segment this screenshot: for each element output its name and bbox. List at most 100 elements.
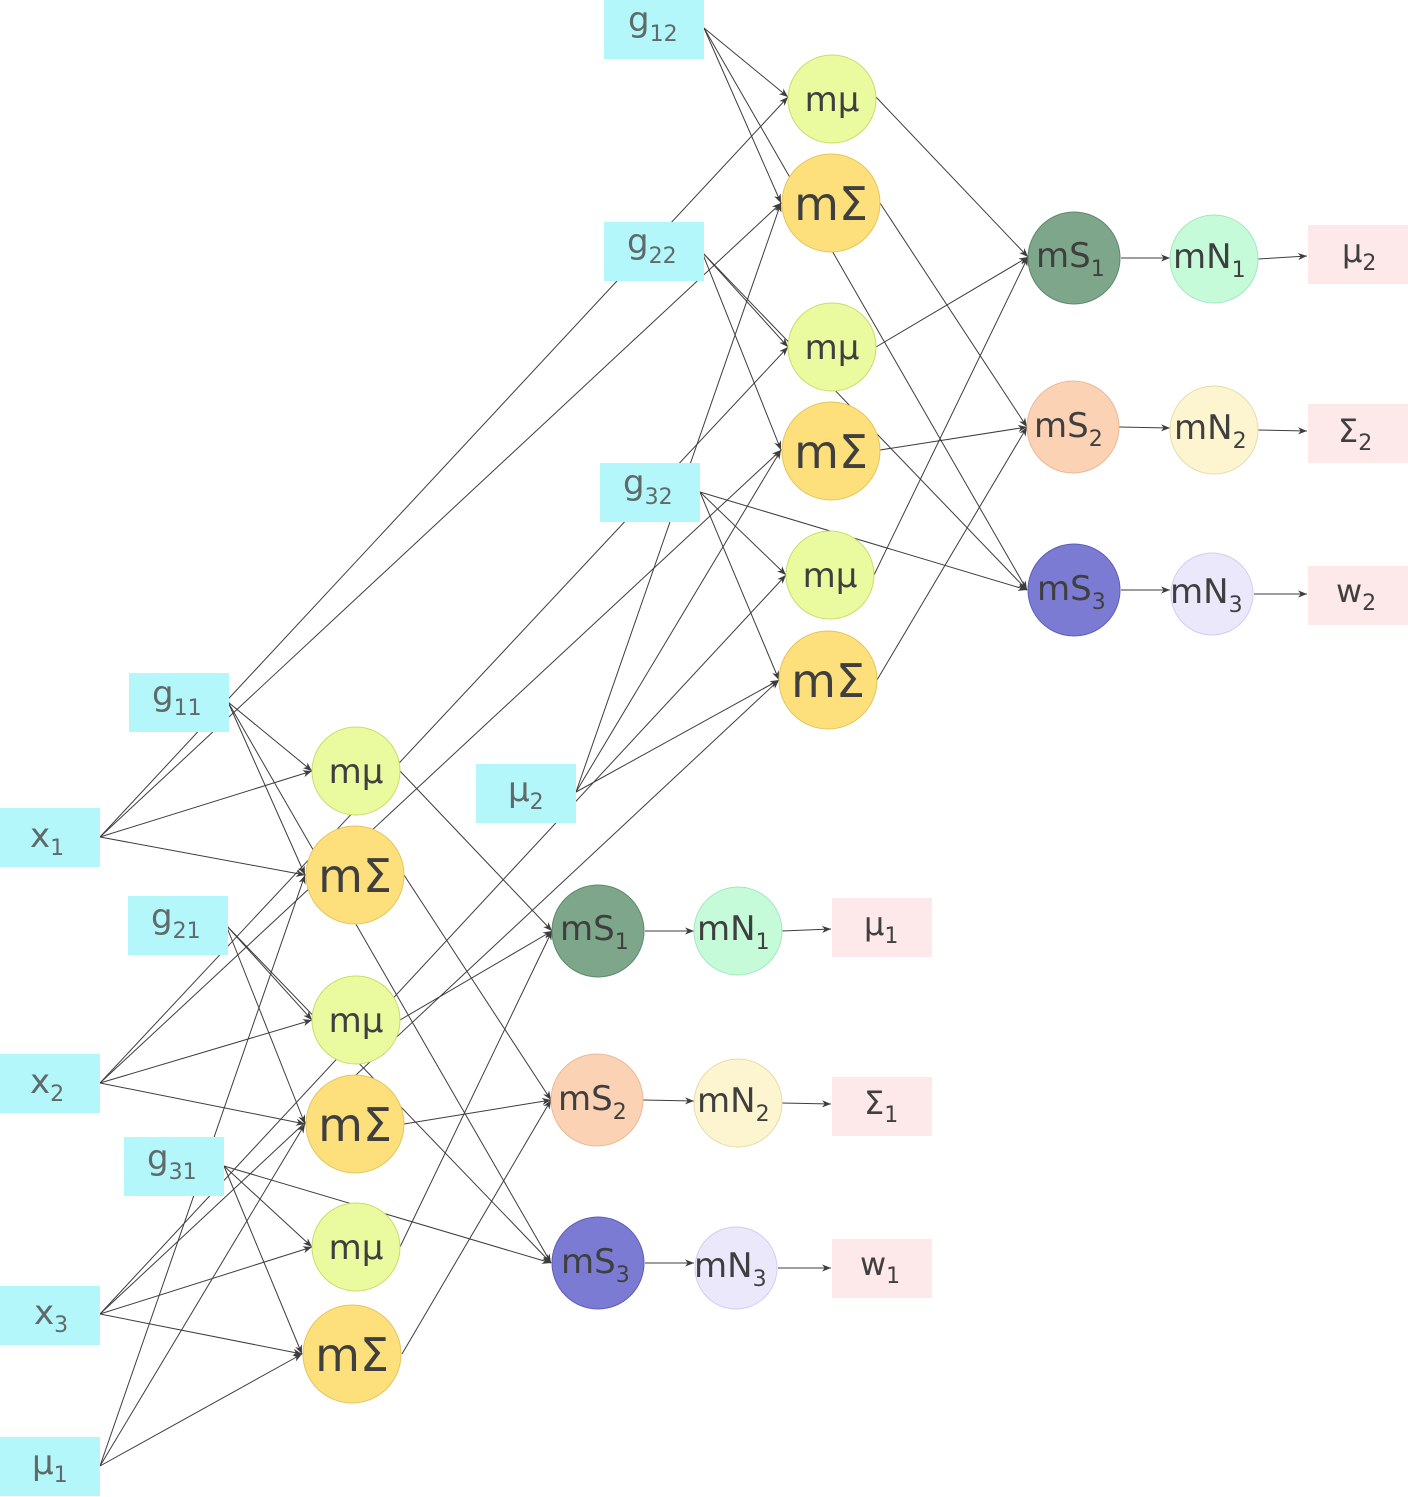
svg-text:x1: x1 <box>30 816 64 861</box>
edge-msig11-mS21 <box>403 874 552 1101</box>
svg-text:mS2: mS2 <box>558 1079 627 1125</box>
svg-text:mΣ: mΣ <box>794 425 868 479</box>
node-mmu-1-3: mμ <box>311 1202 401 1292</box>
edge-mu2-msig22 <box>575 449 782 793</box>
svg-text:mΣ: mΣ <box>315 1328 389 1382</box>
edge-g22-msig22 <box>701 251 782 451</box>
edge-x1-mmu11 <box>99 770 313 838</box>
svg-text:w1: w1 <box>860 1245 900 1289</box>
node-msig-1-2: mΣ <box>305 1074 405 1174</box>
output-w1: w1 <box>832 1239 932 1298</box>
svg-text:mS2: mS2 <box>1034 406 1103 452</box>
node-mmu-2-2: mμ <box>787 302 877 392</box>
edge-g21-mmu21 <box>225 924 313 1021</box>
node-mN1-layer1: mN1 <box>693 886 783 976</box>
svg-text:Σ2: Σ2 <box>1338 412 1372 456</box>
svg-text:g11: g11 <box>152 674 202 721</box>
edge-g11-mmu11 <box>227 701 313 772</box>
edge-mN11-out-mu1 <box>781 925 832 933</box>
edge-g12-mS32 <box>703 27 1028 591</box>
edge-x2-msig21 <box>99 1082 306 1126</box>
edge-g32-mS32 <box>699 491 1028 591</box>
input-x3: x3 <box>0 1286 100 1345</box>
input-g22: g22 <box>604 222 704 281</box>
edge-msig22-mS22 <box>879 424 1028 451</box>
node-mS3-layer2: mS3 <box>1027 543 1121 637</box>
node-mS2-layer2: mS2 <box>1026 380 1120 474</box>
edge-msig21-mS21 <box>403 1097 552 1125</box>
svg-text:mN3: mN3 <box>694 1246 767 1292</box>
edge-mN21-out-sig1 <box>781 1100 832 1108</box>
output-sigma1: Σ1 <box>832 1077 932 1136</box>
edge-mmu11-mS11 <box>399 770 553 932</box>
svg-text:g31: g31 <box>147 1138 197 1185</box>
edge-x2-mmu21 <box>99 1019 313 1084</box>
edge-g31-msig31 <box>223 1165 303 1355</box>
input-g12: g12 <box>604 0 704 59</box>
svg-text:mμ: mμ <box>329 1001 384 1041</box>
edge-g12-mmu12 <box>703 27 789 98</box>
edge-mu2-msig32 <box>575 679 780 793</box>
svg-text:mΣ: mΣ <box>318 849 392 903</box>
edge-mS22-mN22 <box>1118 424 1171 432</box>
input-g11: g11 <box>129 673 229 732</box>
svg-text:x3: x3 <box>34 1293 68 1338</box>
output-mu2: μ2 <box>1308 225 1408 284</box>
svg-text:mS3: mS3 <box>561 1242 630 1288</box>
edge-mmu22-mS12 <box>875 256 1029 348</box>
edge-x3-msig31 <box>99 1313 303 1356</box>
svg-text:mμ: mμ <box>329 752 384 792</box>
svg-text:mμ: mμ <box>805 328 860 368</box>
node-mmu-1-1: mμ <box>311 726 401 816</box>
input-x2: x2 <box>0 1054 100 1113</box>
edge-msig32-mS22 <box>876 426 1028 681</box>
node-msig-2-1: mΣ <box>781 153 881 253</box>
input-mu1: μ1 <box>0 1437 100 1496</box>
svg-text:μ2: μ2 <box>1342 232 1376 276</box>
node-mS1-layer2: mS1 <box>1027 211 1121 305</box>
svg-text:g32: g32 <box>623 463 673 510</box>
svg-text:g22: g22 <box>627 222 677 269</box>
node-msig-2-3: mΣ <box>778 630 878 730</box>
svg-text:g21: g21 <box>151 897 201 944</box>
edge-g12-msig12 <box>703 27 782 204</box>
svg-text:mμ: mμ <box>803 556 858 596</box>
input-x1: x1 <box>0 808 100 867</box>
node-mS3-layer1: mS3 <box>551 1216 645 1310</box>
node-mmu-2-3: mμ <box>785 530 875 620</box>
edge-mmu31-mS11 <box>399 930 553 1248</box>
input-g32: g32 <box>600 463 700 522</box>
output-w2: w2 <box>1308 566 1408 625</box>
node-msig-1-3: mΣ <box>302 1304 402 1404</box>
node-mN2-layer1: mN2 <box>693 1058 783 1148</box>
edge-mu1-msig21 <box>99 1123 306 1467</box>
svg-text:mΣ: mΣ <box>791 654 865 708</box>
svg-text:μ1: μ1 <box>32 1443 68 1488</box>
edge-mS21-mN21 <box>642 1097 695 1105</box>
edge-x2-msig22 <box>99 449 782 1084</box>
svg-text:mS1: mS1 <box>560 909 629 955</box>
edge-mmu21-mS11 <box>399 930 553 1021</box>
edge-g31-mS31 <box>223 1165 552 1264</box>
node-msig-1-1: mΣ <box>305 825 405 925</box>
edge-mu1-msig31 <box>99 1353 303 1467</box>
svg-text:mμ: mμ <box>329 1228 384 1268</box>
edge-g22-mmu22 <box>701 251 789 348</box>
edge-g11-mS31 <box>227 701 552 1264</box>
node-mmu-1-2: mμ <box>311 975 401 1065</box>
node-mS2-layer1: mS2 <box>550 1053 644 1147</box>
svg-text:mN3: mN3 <box>1170 572 1243 618</box>
edge-g32-mmu32 <box>699 491 787 576</box>
output-sigma2: Σ2 <box>1308 404 1408 463</box>
svg-text:w2: w2 <box>1336 572 1376 616</box>
svg-text:g12: g12 <box>628 0 678 47</box>
edge-mN22-out-sig2 <box>1257 427 1308 435</box>
svg-text:mμ: mμ <box>805 80 860 120</box>
input-g21: g21 <box>128 896 228 955</box>
svg-text:mN1: mN1 <box>1173 237 1246 283</box>
svg-text:mN2: mN2 <box>1174 408 1247 454</box>
svg-text:μ1: μ1 <box>864 905 898 949</box>
edge-g32-msig32 <box>699 491 780 681</box>
svg-text:mN1: mN1 <box>697 909 770 955</box>
